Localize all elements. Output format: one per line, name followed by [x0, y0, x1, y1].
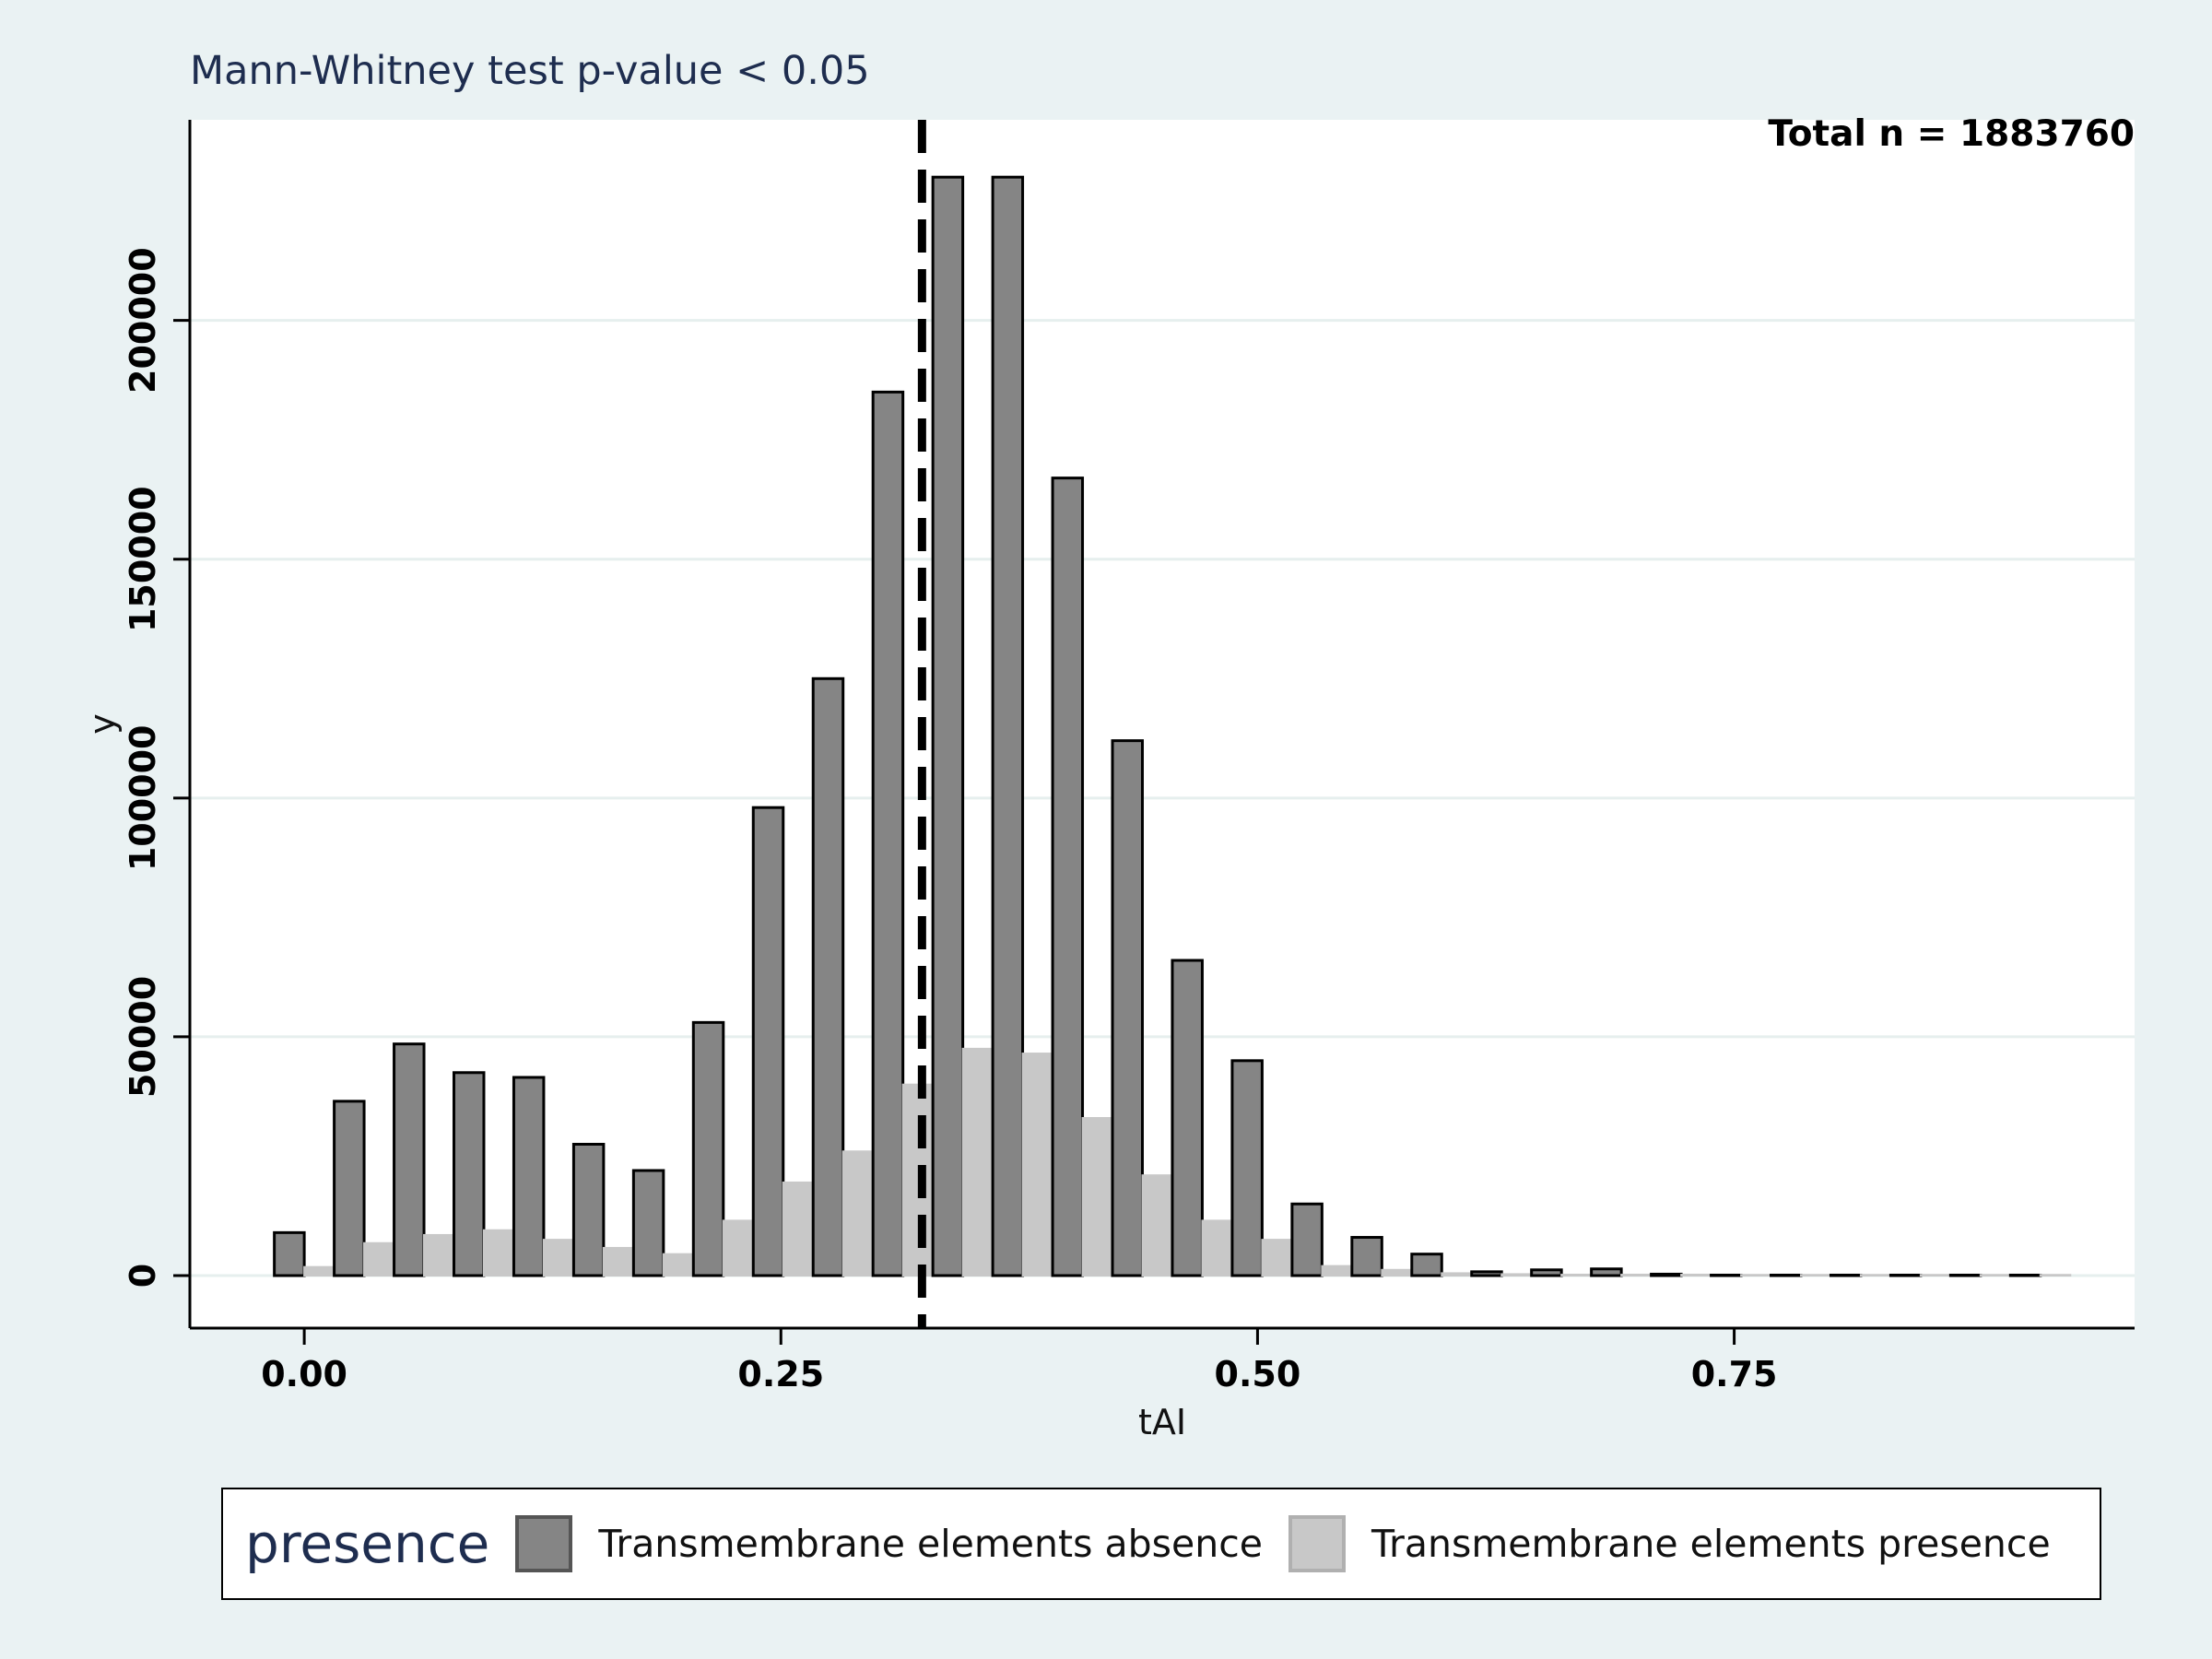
bar-presence-29	[2039, 1274, 2072, 1277]
bar-presence-21	[1560, 1273, 1593, 1277]
bar-absence-24	[1710, 1273, 1743, 1277]
bar-presence-11	[961, 1047, 994, 1277]
bar-presence-1	[363, 1241, 395, 1277]
bar-absence-14	[1111, 739, 1144, 1277]
bar-absence-1	[333, 1100, 366, 1277]
y-axis-title: y	[82, 713, 123, 735]
x-tick-label-0: 0.00	[261, 1354, 347, 1394]
y-tick-label-0: 0	[123, 1264, 163, 1288]
bar-absence-19	[1410, 1253, 1443, 1277]
bar-presence-25	[1799, 1274, 1832, 1277]
legend-label-presence: Transmembrane elements presence	[1371, 1522, 2051, 1566]
bar-absence-25	[1770, 1273, 1803, 1277]
bar-absence-27	[1888, 1273, 1923, 1277]
bar-presence-12	[1021, 1053, 1054, 1277]
bar-presence-15	[1201, 1219, 1233, 1277]
chart-title: Mann-Whitney test p-value < 0.05	[190, 48, 870, 94]
bar-absence-12	[991, 175, 1025, 1277]
bar-presence-24	[1740, 1274, 1772, 1277]
bar-absence-11	[931, 175, 965, 1277]
bar-absence-28	[1948, 1273, 1983, 1277]
bar-presence-3	[482, 1229, 515, 1277]
bar-absence-3	[453, 1071, 486, 1277]
bar-absence-8	[751, 806, 785, 1277]
legend-item-presence: Transmembrane elements presence	[1288, 1515, 2051, 1572]
bar-absence-26	[1829, 1273, 1863, 1277]
legend-item-absence: Transmembrane elements absence	[515, 1515, 1263, 1572]
bar-absence-0	[273, 1230, 306, 1277]
bar-presence-8	[782, 1181, 815, 1277]
bar-presence-7	[722, 1219, 755, 1277]
legend-label-absence: Transmembrane elements absence	[598, 1522, 1263, 1566]
bar-presence-2	[423, 1233, 455, 1277]
bar-presence-6	[662, 1253, 695, 1277]
bar-absence-7	[691, 1020, 725, 1277]
bar-presence-26	[1859, 1274, 1892, 1277]
bar-absence-4	[512, 1076, 546, 1277]
bar-absence-10	[871, 390, 905, 1277]
bar-absence-22	[1590, 1267, 1623, 1277]
bar-presence-23	[1680, 1273, 1712, 1277]
bar-absence-18	[1350, 1236, 1383, 1277]
bar-presence-14	[1141, 1174, 1173, 1277]
bar-presence-16	[1261, 1239, 1293, 1277]
bar-presence-0	[303, 1265, 335, 1277]
bar-absence-29	[2008, 1273, 2042, 1277]
bar-presence-17	[1321, 1265, 1353, 1277]
bar-absence-9	[811, 677, 845, 1277]
chart-legend: presence Transmembrane elements absence …	[221, 1488, 2101, 1600]
x-tick-label-1: 0.25	[737, 1354, 824, 1394]
legend-title: presence	[245, 1512, 490, 1575]
bar-presence-13	[1081, 1117, 1114, 1277]
x-tick-label-3: 0.75	[1691, 1354, 1778, 1394]
bar-presence-9	[841, 1150, 875, 1277]
bar-presence-19	[1441, 1272, 1473, 1277]
bar-absence-6	[631, 1169, 665, 1277]
y-tick-label-4: 200000	[123, 247, 163, 394]
y-tick-label-3: 150000	[123, 486, 163, 632]
bar-presence-18	[1381, 1268, 1413, 1277]
x-axis-title: tAI	[1138, 1402, 1186, 1442]
y-tick-label-1: 50000	[123, 976, 163, 1098]
total-n-annotation: Total n = 1883760	[1768, 113, 2135, 155]
bar-absence-15	[1171, 959, 1204, 1277]
bar-presence-27	[1919, 1274, 1952, 1277]
bar-absence-20	[1470, 1270, 1503, 1277]
bar-presence-22	[1620, 1273, 1653, 1277]
bar-presence-5	[602, 1246, 635, 1277]
bar-absence-2	[393, 1042, 426, 1277]
y-tick-label-2: 100000	[123, 724, 163, 871]
legend-swatch-absence	[515, 1515, 573, 1572]
bar-absence-21	[1530, 1268, 1563, 1277]
bar-absence-23	[1650, 1272, 1683, 1277]
bar-presence-28	[1979, 1274, 2012, 1277]
bar-absence-13	[1051, 477, 1085, 1277]
legend-swatch-presence	[1288, 1515, 1346, 1572]
bar-presence-20	[1500, 1273, 1533, 1277]
bar-absence-5	[571, 1143, 606, 1277]
bar-presence-4	[542, 1239, 575, 1277]
x-tick-label-2: 0.50	[1215, 1354, 1301, 1394]
bar-absence-16	[1230, 1059, 1264, 1277]
bar-absence-17	[1290, 1202, 1324, 1277]
